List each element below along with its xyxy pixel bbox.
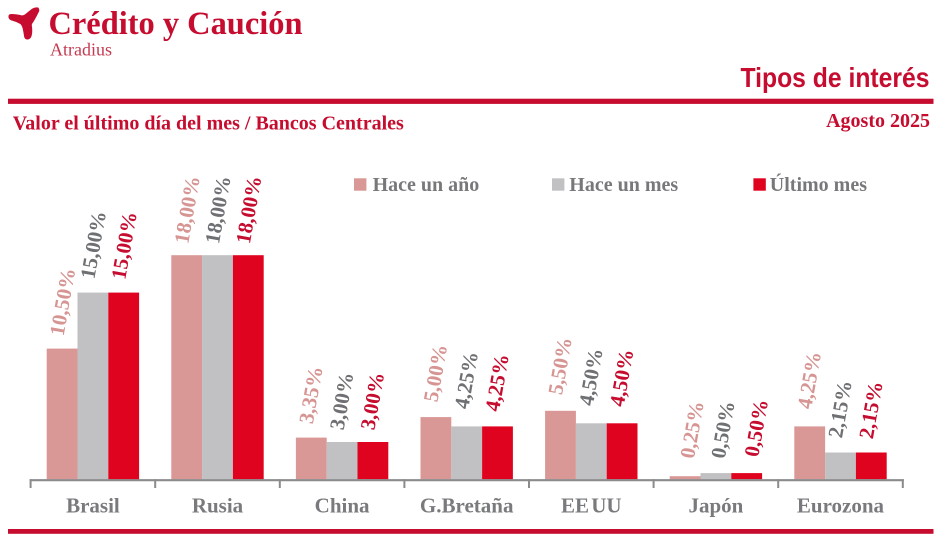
svg-text:Valor el último día del mes /: Valor el último día del mes / Bancos Cen… — [13, 113, 404, 135]
svg-text:Hace un año: Hace un año — [373, 174, 480, 196]
svg-text:Eurozona: Eurozona — [797, 493, 885, 517]
svg-text:EE UU: EE UU — [561, 493, 622, 517]
svg-text:Último mes: Último mes — [770, 172, 867, 196]
svg-text:Brasil: Brasil — [66, 493, 120, 517]
svg-text:China: China — [315, 493, 370, 517]
svg-text:Crédito y Caución: Crédito y Caución — [49, 6, 303, 42]
svg-text:Japón: Japón — [688, 493, 743, 517]
svg-text:Atradius: Atradius — [50, 40, 112, 60]
svg-text:G.Bretaña: G.Bretaña — [420, 493, 514, 517]
svg-text:Hace un mes: Hace un mes — [569, 174, 678, 196]
svg-text:Rusia: Rusia — [192, 493, 244, 517]
svg-text:Tipos de interés: Tipos de interés — [741, 62, 930, 93]
svg-text:Agosto 2025: Agosto 2025 — [826, 110, 930, 132]
